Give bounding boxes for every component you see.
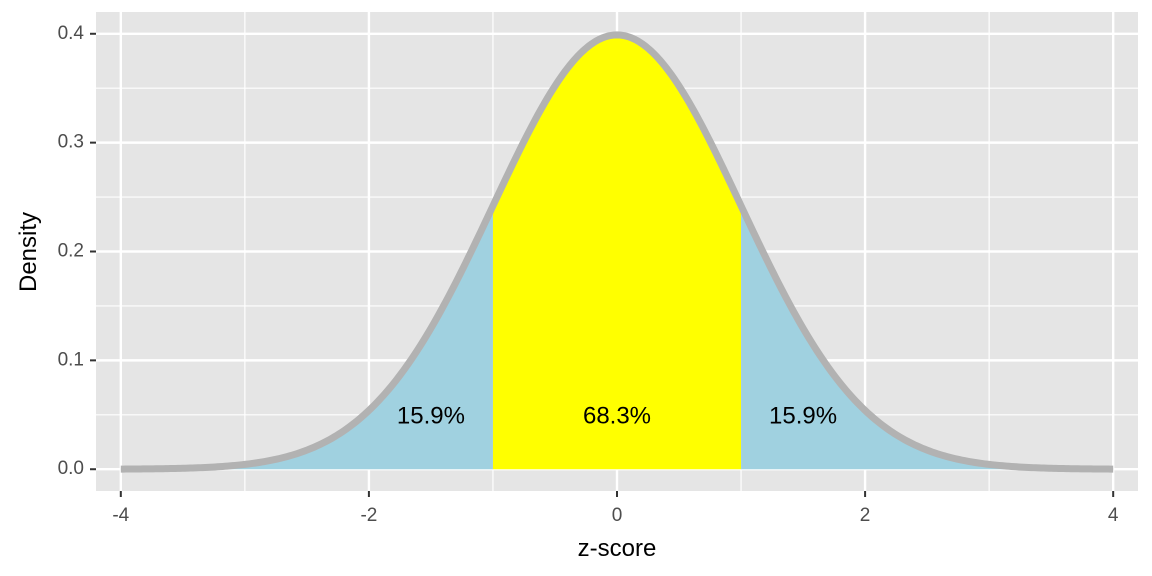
region-label-0: 15.9% xyxy=(397,402,465,429)
x-tick-label: -4 xyxy=(112,505,129,526)
y-tick-label: 0.2 xyxy=(58,241,84,262)
y-tick-label: 0.3 xyxy=(58,132,84,153)
x-tick-label: -2 xyxy=(360,505,377,526)
x-tick-label: 2 xyxy=(860,505,871,526)
y-tick-label: 0.0 xyxy=(58,458,84,479)
shaded-regions xyxy=(120,34,1114,470)
x-axis-title: z-score xyxy=(578,535,657,562)
x-tick-label: 0 xyxy=(612,505,623,526)
region-area-1 xyxy=(492,34,742,470)
y-axis-title: Density xyxy=(15,212,42,292)
x-axis-ticks: -4 -2 0 2 4 xyxy=(112,491,1119,526)
density-curve xyxy=(119,31,1115,473)
y-axis-ticks: 0.0 0.1 0.2 0.3 0.4 xyxy=(58,23,96,479)
y-tick-label: 0.1 xyxy=(58,349,84,370)
region-labels: 15.9% 68.3% 15.9% xyxy=(397,402,837,429)
y-tick-label: 0.4 xyxy=(58,23,85,44)
region-label-2: 15.9% xyxy=(769,402,837,429)
x-tick-label: 4 xyxy=(1108,505,1119,526)
region-area-0 xyxy=(120,205,493,470)
region-label-1: 68.3% xyxy=(583,402,651,429)
region-area-2 xyxy=(741,205,1114,470)
